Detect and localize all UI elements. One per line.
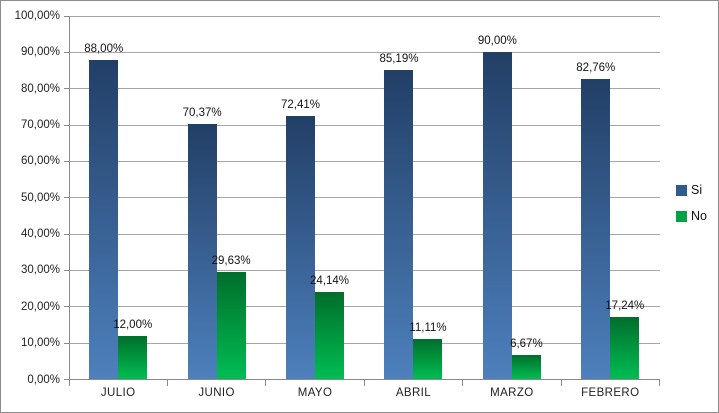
y-axis-tick-label: 100,00%: [14, 10, 60, 22]
y-axis-tick: [64, 51, 69, 53]
data-label-si-julio: 88,00%: [84, 42, 124, 55]
data-label-si-febrero: 82,76%: [576, 61, 616, 74]
gridline: [69, 160, 660, 162]
x-axis-tick: [659, 379, 660, 386]
x-axis-tick: [560, 379, 562, 386]
bar-no-marzo: [511, 355, 541, 380]
y-axis-tick-label: 0,00%: [27, 373, 60, 386]
gridline: [69, 51, 660, 53]
data-label-no-abril: 11,11%: [409, 322, 447, 335]
x-axis-label-marzo: MARZO: [490, 386, 534, 399]
data-label-no-mayo: 24,14%: [310, 274, 350, 287]
y-axis-tick: [64, 160, 69, 162]
legend-entry-no: No: [676, 210, 707, 222]
x-axis-tick: [265, 379, 267, 386]
gridline: [69, 233, 660, 235]
y-axis-tick-label: 30,00%: [20, 264, 60, 277]
x-axis-tick: [166, 379, 168, 386]
bar-si-mayo: [286, 116, 316, 380]
x-axis-tick: [68, 379, 70, 386]
bar-si-junio: [187, 123, 217, 380]
y-axis-tick-label: 90,00%: [20, 46, 60, 59]
y-axis-tick: [64, 233, 69, 235]
bar-si-julio: [89, 59, 119, 380]
data-label-no-febrero: 17,24%: [605, 299, 645, 312]
x-axis-label-abril: ABRIL: [395, 386, 432, 399]
x-axis-label-mayo: MAYO: [297, 386, 333, 399]
data-label-no-julio: 12,00%: [113, 318, 153, 331]
gridline: [69, 88, 660, 90]
data-label-si-mayo: 72,41%: [281, 99, 321, 112]
y-axis-tick: [64, 15, 69, 17]
y-axis-tick-label: 60,00%: [20, 155, 60, 168]
y-axis-tick-label: 50,00%: [20, 191, 60, 204]
y-axis-tick-label: 40,00%: [20, 228, 60, 241]
x-axis-tick: [462, 379, 464, 386]
bar-no-junio: [216, 271, 246, 380]
x-axis-tick: [363, 379, 365, 386]
gridline: [69, 197, 660, 199]
data-label-si-abril: 85,19%: [379, 52, 419, 65]
y-axis-tick: [64, 197, 69, 199]
y-axis-tick-label: 70,00%: [20, 119, 60, 132]
legend-swatch-no-icon: [676, 210, 687, 222]
y-axis-tick: [64, 379, 69, 380]
y-axis-tick-label: 80,00%: [20, 82, 60, 95]
y-axis-tick: [64, 342, 69, 344]
bar-no-abril: [413, 339, 443, 380]
y-axis-tick: [64, 88, 69, 90]
data-label-si-junio: 70,37%: [182, 106, 222, 119]
bar-no-febrero: [610, 316, 640, 380]
legend-label-si: Si: [691, 183, 703, 197]
y-axis-tick-label: 10,00%: [20, 337, 60, 350]
bar-si-febrero: [581, 78, 611, 380]
data-label-no-marzo: 6,67%: [510, 338, 543, 351]
x-axis-label-julio: JULIO: [100, 386, 136, 399]
x-axis-label-junio: JUNIO: [198, 386, 235, 399]
gridline: [69, 269, 660, 271]
y-axis-tick: [64, 306, 69, 308]
gridline: [69, 342, 660, 344]
bar-si-marzo: [482, 52, 512, 380]
gridline: [69, 124, 660, 126]
x-axis-line: [69, 379, 660, 380]
y-axis-tick-label: 20,00%: [20, 300, 60, 313]
y-axis-tick: [64, 124, 69, 126]
legend-swatch-si-icon: [676, 184, 687, 196]
legend: Si No: [676, 184, 707, 236]
y-axis-line: [68, 16, 70, 381]
data-label-no-junio: 29,63%: [211, 254, 251, 267]
x-axis-label-febrero: FEBRERO: [581, 386, 640, 399]
y-axis-tick: [64, 269, 69, 271]
bar-no-mayo: [315, 291, 345, 380]
bar-si-abril: [384, 69, 414, 380]
bar-no-julio: [118, 335, 148, 380]
data-label-si-marzo: 90,00%: [477, 35, 517, 48]
legend-entry-si: Si: [676, 184, 707, 196]
gridline: [69, 15, 660, 17]
gridline: [69, 306, 660, 308]
legend-label-no: No: [691, 209, 707, 223]
